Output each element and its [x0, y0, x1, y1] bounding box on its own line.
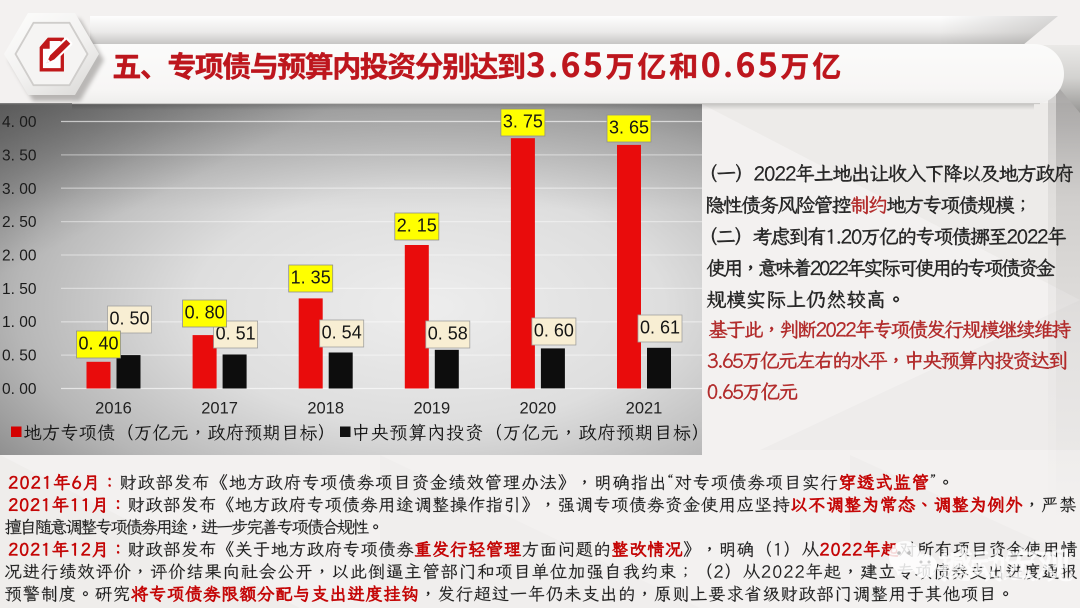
svg-text:3. 00: 3. 00 [2, 181, 37, 198]
svg-text:0. 61: 0. 61 [640, 318, 680, 338]
svg-text:2. 15: 2. 15 [397, 216, 437, 236]
svg-text:0. 50: 0. 50 [2, 348, 37, 365]
svg-text:3. 65: 3. 65 [609, 118, 649, 138]
svg-text:1. 00: 1. 00 [2, 314, 37, 331]
svg-text:2020: 2020 [520, 400, 557, 418]
svg-text:3. 50: 3. 50 [2, 147, 37, 164]
svg-text:3. 75: 3. 75 [503, 112, 543, 132]
svg-text:2021: 2021 [626, 400, 663, 418]
svg-text:0. 50: 0. 50 [109, 309, 149, 329]
svg-text:2018: 2018 [307, 400, 344, 418]
svg-text:0. 60: 0. 60 [534, 321, 574, 341]
svg-text:0. 00: 0. 00 [2, 381, 37, 398]
svg-text:0. 51: 0. 51 [216, 324, 256, 344]
svg-text:0. 80: 0. 80 [185, 303, 225, 323]
svg-text:2017: 2017 [201, 400, 238, 418]
svg-text:0. 54: 0. 54 [322, 323, 362, 343]
svg-text:2016: 2016 [95, 400, 132, 418]
svg-text:2. 50: 2. 50 [2, 214, 37, 231]
svg-text:0. 40: 0. 40 [78, 334, 118, 354]
svg-text:2019: 2019 [413, 400, 450, 418]
svg-text:1. 35: 1. 35 [291, 268, 331, 288]
svg-text:0. 58: 0. 58 [428, 324, 468, 344]
svg-text:4. 00: 4. 00 [2, 114, 37, 131]
svg-text:2. 00: 2. 00 [2, 248, 37, 265]
svg-text:1. 50: 1. 50 [2, 281, 37, 298]
